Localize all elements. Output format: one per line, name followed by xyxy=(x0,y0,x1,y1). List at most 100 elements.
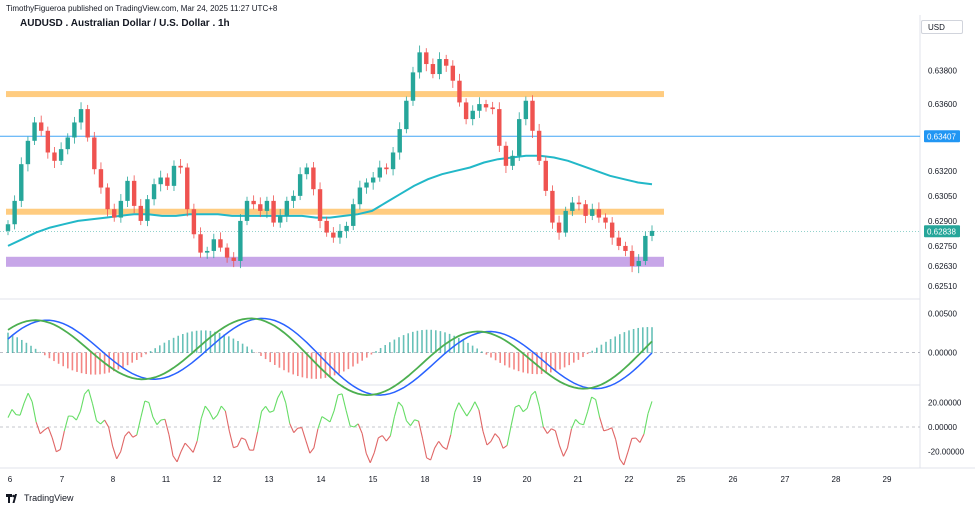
candle-body xyxy=(218,239,223,248)
osc-histogram-bar xyxy=(568,352,570,366)
momentum-segment xyxy=(482,431,488,446)
osc-histogram-bar xyxy=(476,348,478,353)
momentum-segment xyxy=(172,455,178,463)
osc-histogram-bar xyxy=(490,352,492,358)
candle-body xyxy=(45,130,51,153)
momentum-segment xyxy=(647,401,653,414)
candle-body xyxy=(78,109,84,123)
osc-histogram-bar xyxy=(389,342,391,353)
momentum-segment xyxy=(108,426,114,447)
candle-body xyxy=(98,169,104,188)
osc-histogram-bar xyxy=(140,352,143,358)
moving-average xyxy=(7,154,653,247)
osc-histogram-bar xyxy=(642,327,644,353)
momentum-segment xyxy=(551,428,556,432)
candle-body xyxy=(178,165,183,168)
osc-histogram-bar xyxy=(122,352,124,368)
momentum-segment xyxy=(317,416,323,429)
candle-body xyxy=(198,234,203,253)
candle-body xyxy=(397,129,402,153)
osc-histogram-bar xyxy=(99,352,101,375)
osc-signal-line xyxy=(7,317,653,396)
candle-body xyxy=(463,102,469,120)
osc-histogram-bar xyxy=(591,350,593,353)
time-tick: 26 xyxy=(729,475,738,484)
time-tick: 7 xyxy=(60,475,65,484)
momentum-segment xyxy=(490,433,496,442)
osc-histogram-bar xyxy=(85,352,87,375)
momentum-segment xyxy=(526,395,532,409)
candle-body xyxy=(351,204,356,226)
momentum-segment xyxy=(587,396,593,412)
momentum-segment xyxy=(410,419,415,426)
momentum-segment xyxy=(56,449,61,453)
momentum-segment xyxy=(176,451,182,463)
candle-body xyxy=(550,190,555,223)
momentum-segment xyxy=(100,419,105,425)
momentum-segment xyxy=(365,453,371,463)
candle-body xyxy=(291,195,296,201)
osc-histogram-bar xyxy=(508,352,511,368)
momentum-segment xyxy=(570,419,577,430)
osc-histogram-bar xyxy=(609,339,612,353)
osc-histogram-bar xyxy=(448,333,451,353)
publisher-line: TimothyFigueroa published on TradingView… xyxy=(6,4,278,13)
momentum-segment xyxy=(450,412,456,435)
momentum-segment xyxy=(265,405,271,413)
candle-body xyxy=(185,167,190,210)
momentum-segment xyxy=(562,447,568,457)
momentum-segment xyxy=(212,414,218,420)
candle-body xyxy=(38,122,44,131)
price-tick: 0.62900 xyxy=(928,217,957,226)
osc-histogram-bar xyxy=(62,352,64,367)
osc-histogram-bar xyxy=(402,335,405,353)
momentum-segment xyxy=(128,431,134,438)
osc-histogram-bar xyxy=(57,352,60,364)
price-tick: 0.63200 xyxy=(928,167,957,176)
candle-body xyxy=(258,204,263,211)
osc-histogram-bar xyxy=(218,332,221,353)
momentum-tick: -20.00000 xyxy=(928,448,965,457)
momentum-segment xyxy=(478,409,484,432)
momentum-segment xyxy=(422,438,428,458)
candle-body xyxy=(503,145,509,166)
osc-histogram-bar xyxy=(356,352,359,364)
osc-histogram-bar xyxy=(195,330,198,353)
momentum-segment xyxy=(220,405,226,412)
momentum-segment xyxy=(39,429,45,435)
osc-histogram-bar xyxy=(559,352,561,370)
osc-histogram-bar xyxy=(297,352,299,377)
candle-body xyxy=(357,187,363,205)
osc-histogram-bar xyxy=(39,351,41,353)
candle-body xyxy=(284,200,290,216)
osc-histogram-bar xyxy=(159,345,161,353)
momentum-segment xyxy=(635,437,641,443)
momentum-segment xyxy=(59,430,65,450)
momentum-segment xyxy=(152,416,158,425)
candle-body xyxy=(264,200,270,211)
momentum-segment xyxy=(446,434,452,450)
price-label-blue-bg xyxy=(924,130,960,143)
osc-histogram-bar xyxy=(577,352,580,360)
momentum-segment xyxy=(168,434,174,456)
momentum-segment xyxy=(96,420,101,425)
candle-body xyxy=(278,215,283,223)
candle-body xyxy=(443,59,449,66)
candle-body xyxy=(304,167,309,175)
momentum-segment xyxy=(398,401,403,407)
osc-histogram-bar xyxy=(306,352,308,379)
osc-histogram-bar xyxy=(393,339,396,353)
momentum-segment xyxy=(87,389,94,404)
momentum-segment xyxy=(132,434,138,438)
candle-body xyxy=(238,220,243,261)
currency-selector[interactable]: USD xyxy=(921,20,963,34)
osc-histogram-bar xyxy=(154,348,156,353)
osc-histogram-bar xyxy=(586,352,589,355)
osc-histogram-bar xyxy=(467,342,469,353)
osc-histogram-bar xyxy=(444,332,446,353)
osc-histogram-bar xyxy=(71,352,74,371)
momentum-segment xyxy=(104,419,110,428)
osc-histogram-bar xyxy=(108,352,110,373)
osc-histogram-bar xyxy=(522,352,524,373)
